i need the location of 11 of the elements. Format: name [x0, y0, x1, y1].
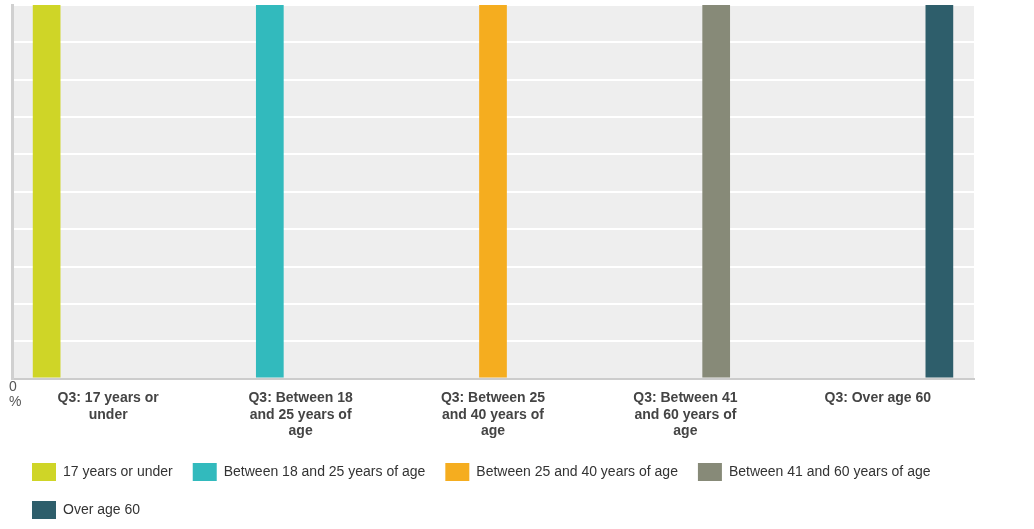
annotation: 0 %: [9, 378, 22, 410]
legend-label: 17 years or under: [63, 462, 174, 479]
x-tick-label: Q3: Between 25 and 40 years of age: [440, 388, 546, 439]
legend-label: Between 25 and 40 years of age: [476, 462, 679, 479]
legend-label: Between 41 and 60 years of age: [728, 462, 931, 479]
x-tick-label: Q3: Between 41 and 60 years of age: [633, 388, 738, 439]
x-tick-label: Q3: Between 18 and 25 years of age: [248, 388, 353, 439]
legend-label: Between 18 and 25 years of age: [223, 462, 426, 479]
x-tick-label: Q3: Over age 60: [824, 388, 932, 405]
x-tick-label: Q3: 17 years or under: [57, 388, 160, 422]
legend-label: Over age 60: [63, 500, 141, 517]
